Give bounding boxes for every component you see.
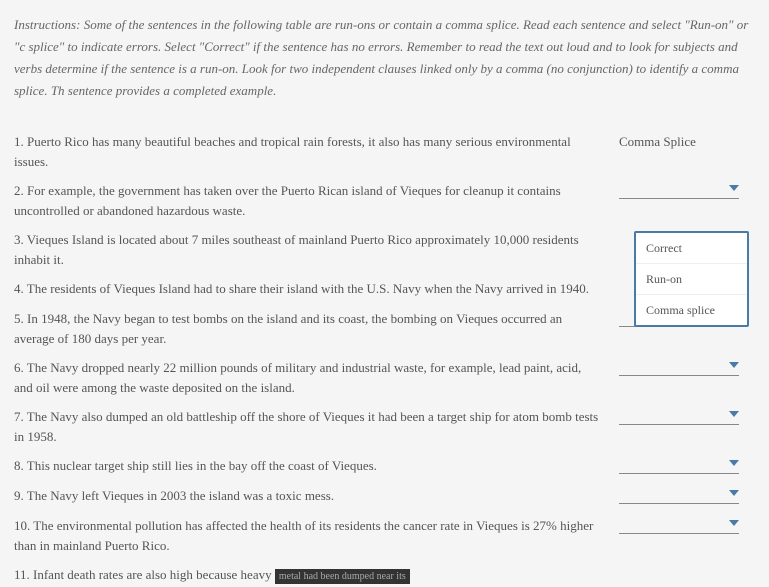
- dropdown-10[interactable]: [619, 516, 739, 534]
- sentence-6: 6. The Navy dropped nearly 22 million po…: [14, 356, 599, 399]
- chevron-down-icon: [729, 362, 739, 368]
- answer-slot-8: [619, 454, 759, 478]
- sentence-7: 7. The Navy also dumped an old battleshi…: [14, 405, 599, 448]
- answer-slot-7: [619, 405, 759, 429]
- sentence-3: 3. Vieques Island is located about 7 mil…: [14, 228, 599, 271]
- answer-slot-11: [619, 563, 759, 565]
- chevron-down-icon: [729, 520, 739, 526]
- question-row-7: 7. The Navy also dumped an old battleshi…: [14, 405, 759, 448]
- answer-slot-6: [619, 356, 759, 380]
- answer-slot-2: [619, 179, 759, 203]
- dropdown-menu-open: Correct Run-on Comma splice: [634, 231, 749, 327]
- question-row-6: 6. The Navy dropped nearly 22 million po…: [14, 356, 759, 399]
- dropdown-option-runon[interactable]: Run-on: [636, 264, 747, 295]
- sentence-11: 11. Infant death rates are also high bec…: [14, 563, 599, 587]
- answer-slot-9: [619, 484, 759, 508]
- question-row-8: 8. This nuclear target ship still lies i…: [14, 454, 759, 478]
- question-row-1: 1. Puerto Rico has many beautiful beache…: [14, 130, 759, 173]
- dropdown-9[interactable]: [619, 486, 739, 504]
- sentence-8: 8. This nuclear target ship still lies i…: [14, 454, 599, 478]
- dropdown-6[interactable]: [619, 358, 739, 376]
- sentence-5: 5. In 1948, the Navy began to test bombs…: [14, 307, 599, 350]
- chevron-down-icon: [729, 185, 739, 191]
- question-row-10: 10. The environmental pollution has affe…: [14, 514, 759, 557]
- dropdown-option-correct[interactable]: Correct: [636, 233, 747, 264]
- sentence-9: 9. The Navy left Vieques in 2003 the isl…: [14, 484, 599, 508]
- question-row-11: 11. Infant death rates are also high bec…: [14, 563, 759, 587]
- example-answer: Comma Splice: [619, 130, 759, 152]
- sentence-10: 10. The environmental pollution has affe…: [14, 514, 599, 557]
- chevron-down-icon: [729, 490, 739, 496]
- sentence-11-obscured: metal had been dumped near its: [275, 569, 410, 584]
- sentence-2: 2. For example, the government has taken…: [14, 179, 599, 222]
- dropdown-2[interactable]: [619, 181, 739, 199]
- sentence-1: 1. Puerto Rico has many beautiful beache…: [14, 130, 599, 173]
- question-row-9: 9. The Navy left Vieques in 2003 the isl…: [14, 484, 759, 508]
- dropdown-option-commasplice[interactable]: Comma splice: [636, 295, 747, 325]
- sentence-11-part-a: 11. Infant death rates are also high bec…: [14, 567, 275, 582]
- sentence-4: 4. The residents of Vieques Island had t…: [14, 277, 599, 301]
- answer-slot-10: [619, 514, 759, 538]
- dropdown-8[interactable]: [619, 456, 739, 474]
- instructions-text: Instructions: Some of the sentences in t…: [14, 14, 759, 102]
- chevron-down-icon: [729, 460, 739, 466]
- dropdown-7[interactable]: [619, 407, 739, 425]
- chevron-down-icon: [729, 411, 739, 417]
- question-row-2: 2. For example, the government has taken…: [14, 179, 759, 222]
